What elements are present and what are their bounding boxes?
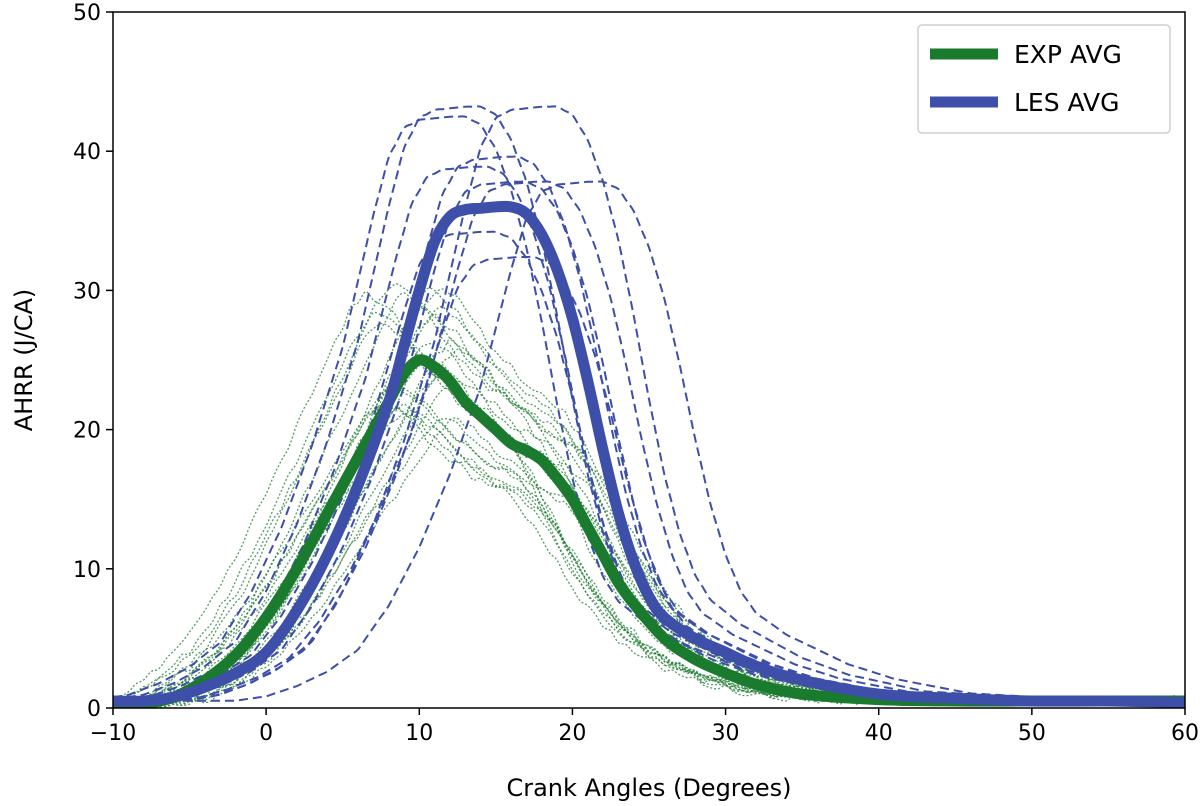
x-tick-label: 20: [558, 721, 586, 746]
les-cycle-trace: [113, 105, 1185, 703]
y-tick-label: 50: [73, 1, 101, 26]
legend-label-exp: EXP AVG: [1014, 40, 1122, 69]
y-tick-label: 20: [73, 419, 101, 444]
exp-cycle-trace: [113, 283, 1185, 704]
x-tick-label: 40: [865, 721, 893, 746]
y-tick-label: 0: [87, 697, 101, 722]
x-tick-label: 60: [1171, 721, 1199, 746]
exp-cycle-trace: [113, 381, 1185, 707]
les-cycle-trace: [113, 255, 1185, 704]
exp-cycle-trace: [113, 403, 1185, 706]
les-cycle-trace: [113, 105, 1185, 702]
exp-cycle-trace: [113, 322, 1185, 705]
legend: EXP AVG LES AVG: [917, 24, 1171, 134]
x-axis-ticks: −10 0 10 20 30 40 50 60: [90, 708, 1199, 746]
x-tick-label: 30: [712, 721, 740, 746]
legend-label-les: LES AVG: [1014, 88, 1120, 117]
les-avg-line: [113, 200, 1185, 708]
les-cycle-trace: [113, 155, 1185, 703]
plot-frame: [112, 11, 1186, 709]
exp-avg-line: [113, 354, 1185, 708]
y-axis-ticks: 0 10 20 30 40 50: [73, 1, 113, 722]
y-axis-label: AHRR (J/CA): [10, 289, 38, 432]
x-tick-label: 0: [259, 721, 273, 746]
x-tick-label: −10: [90, 721, 136, 746]
y-tick-label: 10: [73, 558, 101, 583]
x-axis-label: Crank Angles (Degrees): [506, 774, 791, 802]
y-tick-label: 30: [73, 279, 101, 304]
average-traces: [113, 200, 1185, 708]
x-tick-label: 10: [405, 721, 433, 746]
exp-cycle-trace: [113, 386, 1185, 706]
y-tick-label: 40: [73, 140, 101, 165]
x-tick-label: 50: [1018, 721, 1046, 746]
les-cycle-trace: [113, 180, 1185, 702]
